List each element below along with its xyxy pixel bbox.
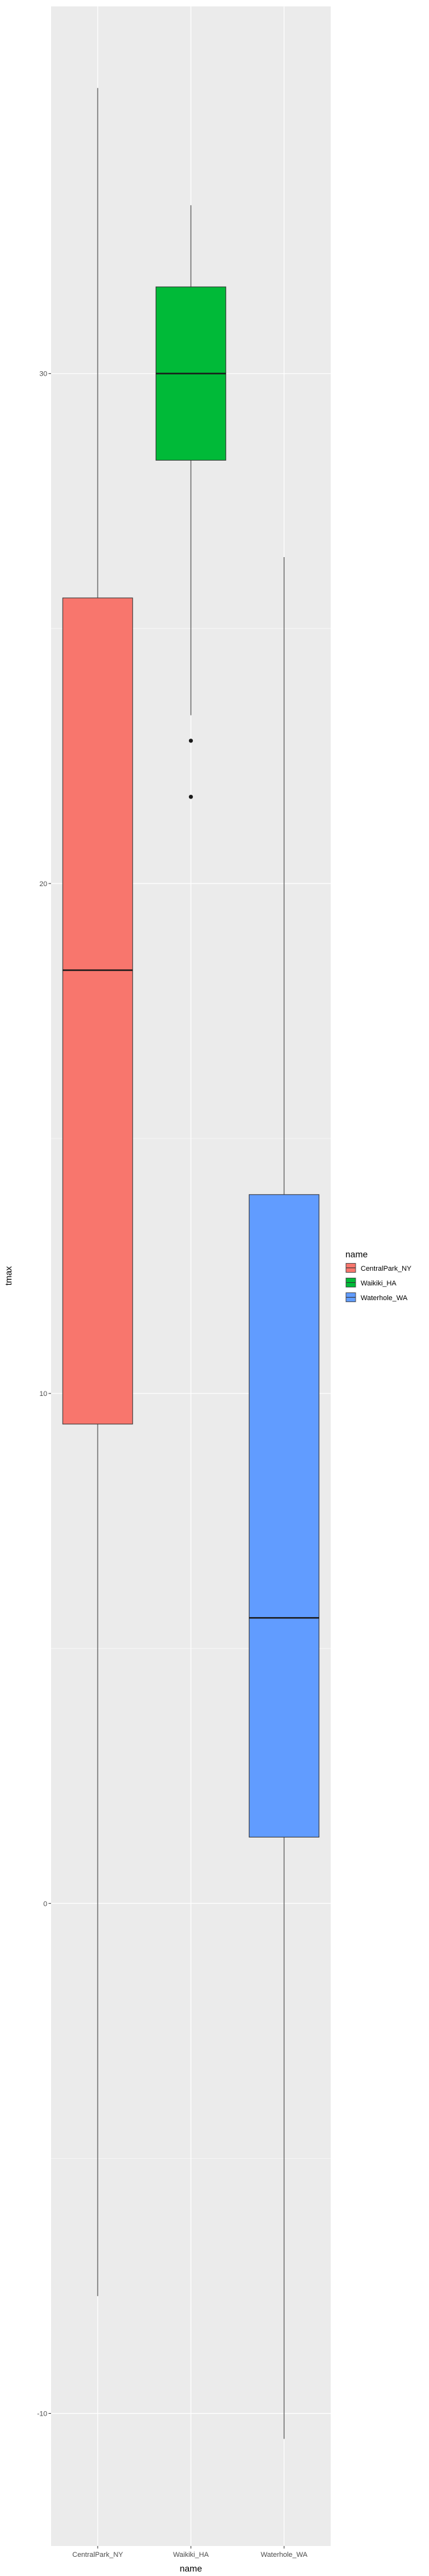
y-axis: -10 0 10 20 30	[37, 371, 51, 2418]
y-axis-title: tmax	[3, 1266, 13, 1285]
boxes-layer	[62, 88, 320, 2439]
y-tick-label: 0	[43, 1900, 47, 1908]
legend-label: Waikiki_HA	[361, 1280, 396, 1287]
x-tick-label: CentralPark_NY	[72, 2551, 123, 2559]
box	[248, 1194, 320, 1838]
box	[62, 597, 133, 1425]
x-tick-label: Waikiki_HA	[173, 2551, 209, 2559]
y-tick-label: 20	[40, 880, 47, 888]
x-tick-label: Waterhole_WA	[260, 2551, 308, 2559]
outlier-point	[188, 794, 193, 799]
y-tick-label: -10	[37, 2410, 47, 2418]
y-tick-label: 10	[40, 1390, 47, 1398]
x-axis: CentralPark_NY Waikiki_HA Waterhole_WA	[72, 2546, 308, 2559]
legend: name CentralPark_NY Waikiki_HA Waterhole_W…	[345, 1249, 412, 1303]
legend-title: name	[345, 1249, 368, 1259]
outlier-point	[188, 739, 193, 743]
y-tick-label: 30	[40, 371, 47, 378]
legend-label: Waterhole_WA	[361, 1294, 408, 1302]
x-axis-title: name	[179, 2563, 202, 2573]
legend-label: CentralPark_NY	[361, 1265, 412, 1273]
